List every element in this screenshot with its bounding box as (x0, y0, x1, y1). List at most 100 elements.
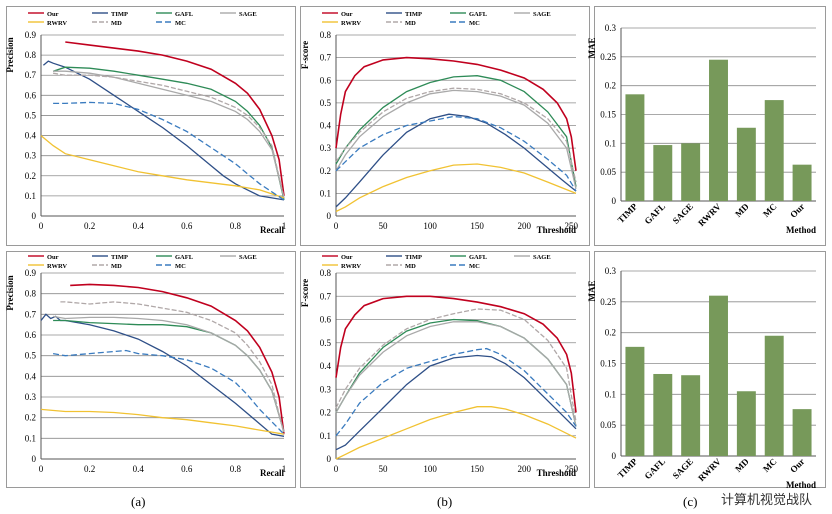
legend-label-timp: TIMP (111, 254, 128, 261)
y-tick-label: 0.4 (320, 121, 332, 131)
legend-label-gafl: GAFL (469, 254, 488, 261)
x-tick-label: MC (761, 456, 779, 474)
y-tick-label: 0.8 (25, 289, 37, 299)
y-tick-label: 0.1 (320, 188, 331, 198)
y-tick-label: 0.1 (320, 431, 331, 441)
series-line-timp (42, 60, 285, 201)
bar-gafl (653, 145, 673, 201)
y-tick-label: 0.6 (320, 315, 332, 325)
x-tick-label: RWRV (696, 456, 723, 483)
x-tick-label: SAGE (671, 456, 695, 480)
y-tick-label: 0.5 (320, 98, 332, 108)
y-tick-label: 0 (32, 211, 37, 221)
y-tick-label: 0.05 (600, 420, 616, 430)
y-tick-label: 0.1 (25, 433, 36, 443)
y-tick-label: 0.8 (320, 30, 332, 40)
x-tick-label: 0.2 (84, 221, 95, 231)
caption-c: (c) (683, 494, 698, 509)
y-tick-label: 0.3 (320, 143, 332, 153)
y-tick-label: 0 (327, 211, 332, 221)
x-axis-label: Threshold (537, 468, 576, 478)
series-line-md (335, 87, 577, 183)
y-axis-label: F-score (300, 41, 310, 69)
x-tick-label: 50 (379, 464, 389, 474)
y-tick-label: 0 (327, 454, 332, 464)
y-tick-label: 0.4 (25, 371, 37, 381)
legend-label-our: Our (341, 11, 353, 18)
legend-label-our: Our (47, 254, 59, 261)
bar-timp (625, 94, 645, 201)
y-tick-label: 0.25 (600, 297, 616, 307)
y-tick-label: 0.6 (25, 90, 37, 100)
legend-label-timp: TIMP (405, 11, 422, 18)
y-tick-label: 0.1 (605, 138, 616, 148)
y-tick-label: 0.25 (600, 52, 616, 62)
bar-our (792, 164, 812, 201)
x-tick-label: 200 (517, 221, 531, 231)
x-tick-label: 0 (39, 464, 44, 474)
x-tick-label: 0.8 (230, 221, 242, 231)
bar-our (792, 409, 812, 456)
x-axis-label: Recall (260, 468, 284, 478)
legend-label-gafl: GAFL (175, 11, 194, 18)
series-line-md (52, 72, 285, 199)
y-tick-label: 0.9 (25, 30, 37, 40)
y-tick-label: 0.5 (25, 110, 37, 120)
chart-panel-b-bottom (300, 251, 590, 488)
chart-panel-b-top (300, 6, 590, 246)
y-tick-label: 0.3 (605, 266, 617, 276)
legend-label-sage: SAGE (533, 11, 551, 18)
series-line-rwrv (40, 135, 285, 199)
series-line-our (65, 41, 285, 197)
x-tick-label: 150 (470, 464, 484, 474)
y-tick-label: 0.9 (25, 268, 37, 278)
y-tick-label: 0.2 (25, 413, 36, 423)
series-line-sage (335, 321, 577, 427)
x-tick-label: 0 (334, 221, 339, 231)
x-tick-label: 100 (423, 464, 437, 474)
series-line-md (335, 308, 577, 422)
y-tick-label: 0.4 (320, 361, 332, 371)
y-tick-label: 0.15 (600, 110, 616, 120)
legend-label-mc: MC (469, 20, 480, 27)
x-tick-label: 0 (39, 221, 44, 231)
x-tick-label: 1 (282, 221, 287, 231)
y-tick-label: 0.3 (25, 392, 37, 402)
legend-label-our: Our (341, 254, 353, 261)
y-tick-label: 0.5 (25, 351, 37, 361)
legend-label-md: MD (405, 263, 416, 270)
y-tick-label: 0.7 (25, 309, 37, 319)
y-tick-label: 0.5 (320, 338, 332, 348)
x-axis-label: Recall (260, 225, 284, 235)
series-line-mc (53, 101, 285, 201)
legend-label-rwrv: RWRV (47, 263, 67, 270)
y-tick-label: 0.6 (320, 75, 332, 85)
x-tick-label: 1 (282, 464, 287, 474)
x-tick-label: SAGE (671, 201, 695, 225)
x-tick-label: TIMP (616, 456, 640, 480)
y-tick-label: 0.8 (25, 50, 37, 60)
x-axis-label: Threshold (537, 225, 576, 235)
y-tick-label: 0.1 (25, 191, 36, 201)
x-tick-label: 250 (565, 464, 579, 474)
y-tick-label: 0.8 (320, 268, 332, 278)
y-tick-label: 0.1 (605, 389, 616, 399)
series-line-timp (335, 113, 577, 208)
watermark-text: 计算机视觉战队 (720, 493, 812, 508)
x-tick-label: MD (733, 456, 751, 474)
series-line-gafl (335, 75, 577, 187)
y-tick-label: 0.6 (25, 330, 37, 340)
x-tick-label: 100 (423, 221, 437, 231)
series-line-timp (335, 354, 577, 451)
x-tick-label: 0.6 (181, 221, 193, 231)
x-tick-label: 200 (517, 464, 531, 474)
bar-gafl (653, 373, 673, 456)
x-tick-label: MD (733, 201, 751, 219)
y-tick-label: 0.7 (320, 291, 332, 301)
bar-md (736, 391, 756, 456)
bar-mc (764, 335, 784, 456)
chart-panel-a-top (6, 6, 296, 246)
series-line-our (335, 295, 577, 413)
bar-rwrv (709, 59, 728, 201)
